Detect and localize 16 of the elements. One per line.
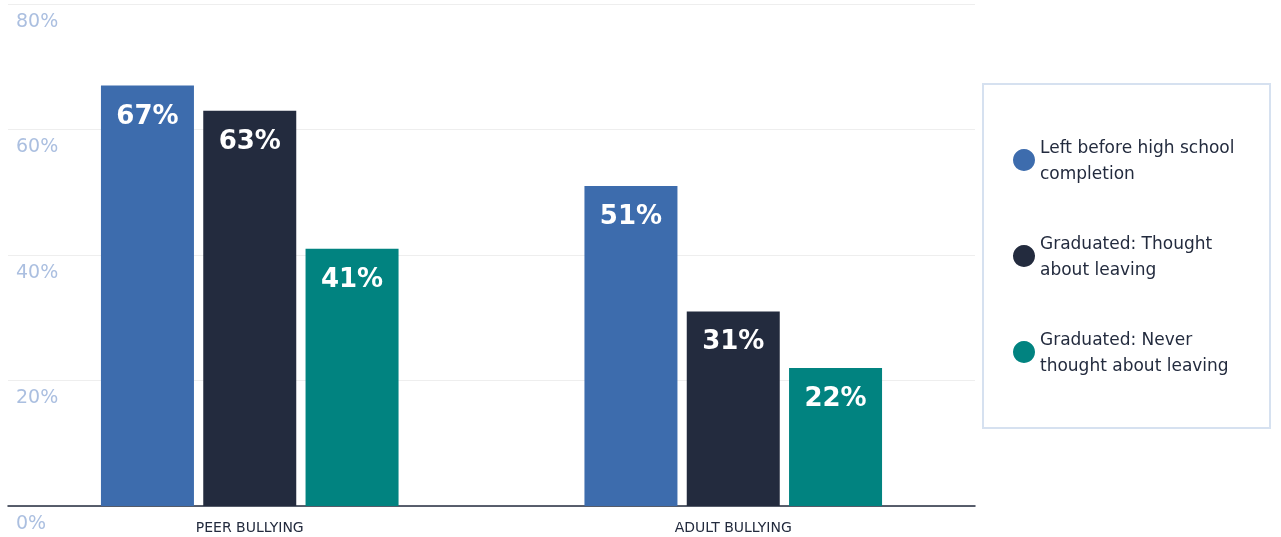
y-tick-label: 80% bbox=[16, 8, 59, 31]
x-tick-label: ADULT BULLYING bbox=[674, 519, 792, 535]
legend-label: Graduated: Thought about leaving bbox=[1040, 233, 1218, 279]
x-tick-label: PEER BULLYING bbox=[195, 519, 304, 535]
legend-label: Left before high school completion bbox=[1040, 137, 1240, 183]
text: 31% bbox=[702, 325, 765, 356]
text: 22% bbox=[804, 381, 867, 412]
text: 67% bbox=[116, 99, 179, 130]
text: 63% bbox=[218, 124, 281, 155]
y-tick-label: 0% bbox=[16, 510, 47, 533]
y-tick-label: 20% bbox=[16, 385, 59, 407]
y-tick-label: 40% bbox=[16, 259, 59, 282]
text: 41% bbox=[320, 262, 384, 293]
y-tick-label: 60% bbox=[16, 134, 59, 156]
text: 51% bbox=[599, 199, 663, 230]
legend-label: Graduated: Never thought about leaving bbox=[1040, 329, 1229, 375]
